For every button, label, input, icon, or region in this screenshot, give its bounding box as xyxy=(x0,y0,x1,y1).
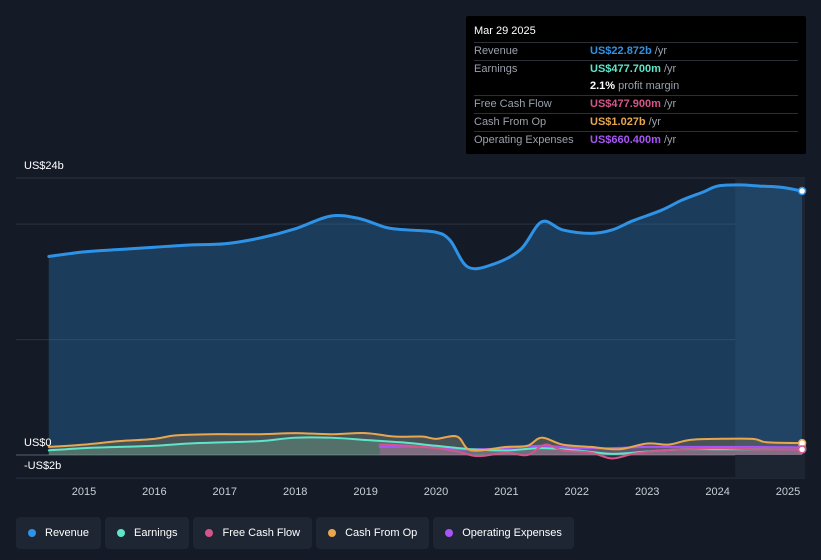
marker-free-cash-flow xyxy=(797,445,807,454)
series-end-markers xyxy=(797,186,807,454)
marker-revenue xyxy=(797,186,807,196)
legend-item-operating-expenses[interactable]: Operating Expenses xyxy=(433,517,574,549)
tooltip-unit: profit margin xyxy=(618,80,680,92)
tooltip-row-free-cash-flow: Free Cash Flow US$477.900m /yr xyxy=(474,95,798,113)
legend-item-free-cash-flow[interactable]: Free Cash Flow xyxy=(193,517,313,549)
tooltip-label: Earnings xyxy=(474,63,518,75)
chart-legend: Revenue Earnings Free Cash Flow Cash Fro… xyxy=(16,517,574,549)
y-axis-top-label: US$24b xyxy=(24,160,64,172)
tooltip-value: US$477.700m xyxy=(590,63,661,75)
legend-label: Operating Expenses xyxy=(462,527,562,539)
tooltip-label: Free Cash Flow xyxy=(474,98,552,110)
legend-label: Earnings xyxy=(134,527,178,539)
series-areas xyxy=(48,184,803,459)
tooltip-row-earnings: Earnings US$477.700m /yr xyxy=(474,60,798,78)
tooltip-label: Cash From Op xyxy=(474,116,547,128)
tooltip-unit: /yr xyxy=(663,134,677,146)
highlight-region xyxy=(735,178,805,479)
tooltip-unit: /yr xyxy=(654,45,667,57)
x-tick-label: 2015 xyxy=(72,486,96,498)
tooltip-row-cash-from-op: Cash From Op US$1.027b /yr xyxy=(474,113,798,131)
legend-item-revenue[interactable]: Revenue xyxy=(16,517,102,549)
tooltip-label: Revenue xyxy=(474,45,519,57)
legend-label: Revenue xyxy=(45,527,90,539)
tooltip-date: Mar 29 2025 xyxy=(474,25,536,37)
x-tick-label: 2020 xyxy=(424,486,448,498)
x-tick-label: 2023 xyxy=(635,486,659,498)
tooltip-row-revenue: Revenue US$22.872b /yr xyxy=(474,42,798,60)
series-lines xyxy=(47,183,804,460)
legend-dot-icon xyxy=(117,529,126,537)
area-revenue xyxy=(48,184,803,456)
y-axis-bottom-label: -US$2b xyxy=(24,460,62,472)
legend-dot-icon xyxy=(28,529,36,537)
line-revenue xyxy=(47,183,804,271)
chart-grid xyxy=(16,177,805,479)
tooltip-value: US$660.400m xyxy=(590,134,661,146)
x-tick-label: 2019 xyxy=(353,486,377,498)
tooltip-unit: /yr xyxy=(663,98,677,110)
x-tick-label: 2016 xyxy=(142,486,166,498)
tooltip-value: US$1.027b xyxy=(590,116,646,128)
legend-label: Cash From Op xyxy=(345,527,418,539)
tooltip-unit: /yr xyxy=(663,63,677,75)
tooltip-value: US$477.900m xyxy=(590,98,661,110)
line-operating-expenses xyxy=(378,444,804,451)
legend-dot-icon xyxy=(205,529,214,537)
line-free-cash-flow xyxy=(378,443,804,460)
x-tick-label: 2018 xyxy=(283,486,307,498)
x-axis-ticks: 2015 2016 2017 2018 2019 2020 2021 2022 2023 2024… xyxy=(72,486,800,498)
legend-dot-icon xyxy=(328,529,337,537)
x-tick-label: 2017 xyxy=(213,486,237,498)
tooltip-value: 2.1% xyxy=(590,80,616,92)
tooltip-unit: /yr xyxy=(648,116,661,128)
tooltip-label xyxy=(474,78,590,95)
tooltip-value: US$22.872b xyxy=(590,45,652,57)
tooltip-row-profit-margin: 2.1% profit margin xyxy=(474,78,798,95)
x-tick-label: 2025 xyxy=(776,486,800,498)
y-axis-zero-label: US$0 xyxy=(24,437,52,449)
x-tick-label: 2024 xyxy=(705,486,729,498)
legend-item-earnings[interactable]: Earnings xyxy=(105,517,190,549)
tooltip-row-operating-expenses: Operating Expenses US$660.400m /yr xyxy=(474,131,798,149)
area-free-cash-flow xyxy=(379,444,803,459)
line-cash-from-op xyxy=(47,432,804,452)
legend-label: Free Cash Flow xyxy=(222,527,301,539)
legend-item-cash-from-op[interactable]: Cash From Op xyxy=(316,517,430,549)
x-tick-label: 2021 xyxy=(494,486,518,498)
data-tooltip: Mar 29 2025 Revenue US$22.872b /yr Earni… xyxy=(466,16,806,154)
tooltip-label: Operating Expenses xyxy=(474,134,574,146)
x-tick-label: 2022 xyxy=(565,486,589,498)
legend-dot-icon xyxy=(445,529,454,537)
